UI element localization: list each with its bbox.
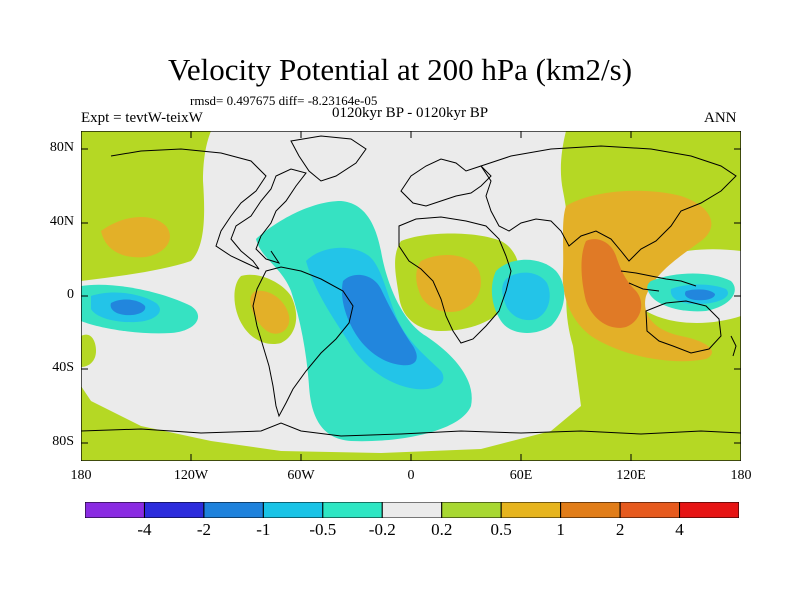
colorbar-label: -1	[256, 520, 271, 539]
lon-tick-label: 120W	[173, 468, 209, 483]
velocity-potential-map	[81, 131, 741, 461]
season-label: ANN	[704, 110, 737, 126]
weak-positive-south-pacific	[81, 334, 96, 367]
coast-north-america	[110, 148, 307, 270]
colorbar-box	[619, 502, 681, 518]
stats-text: rmsd= 0.497675 diff= -8.23164e-05	[190, 93, 378, 108]
colorbar-box	[560, 502, 621, 518]
colorbar	[85, 502, 739, 518]
colorbar-label: -2	[196, 520, 211, 539]
axis-ticks	[81, 131, 741, 461]
colorbar-label: 4	[675, 520, 684, 539]
colorbar-box	[381, 502, 443, 518]
positive-south-america	[250, 290, 290, 334]
lat-tick-label: 80S	[52, 434, 74, 449]
coast-africa	[398, 216, 512, 344]
coast-asia	[480, 145, 737, 262]
colorbar-label: -0.2	[368, 520, 396, 539]
lon-tick-label: 0	[407, 468, 415, 483]
colorbar-box	[441, 502, 502, 518]
colorbar-box	[143, 502, 205, 518]
lat-tick-label: 40N	[49, 214, 74, 229]
colorbar-label: -0.5	[309, 520, 337, 539]
period-label: 0120kyr BP - 0120kyr BP	[331, 105, 489, 121]
lon-tick-label: 180	[70, 468, 92, 483]
strong-positive-indo-pacific	[581, 239, 642, 328]
negative-indian	[502, 272, 550, 321]
strong-negative-pacific	[110, 299, 146, 316]
coast-maritime-continent	[620, 270, 697, 292]
colorbar-box	[322, 502, 383, 518]
colorbar-box	[85, 502, 145, 518]
colorbar-box	[679, 502, 739, 518]
colorbar-box	[203, 502, 264, 518]
coast-greenland	[290, 135, 367, 182]
colorbar-label: 0.5	[490, 520, 512, 539]
strong-negative-atlantic	[341, 274, 417, 366]
strong-negative-west-pacific	[685, 289, 715, 301]
colorbar-box	[500, 502, 562, 518]
coastlines	[81, 135, 741, 437]
figure-title: Velocity Potential at 200 hPa (km2/s)	[167, 52, 633, 87]
lon-tick-label: 60W	[287, 468, 315, 483]
experiment-label: Expt = tevtW-teixW	[81, 110, 203, 126]
lon-tick-label: 60E	[509, 468, 533, 483]
coast-europe	[400, 158, 492, 207]
colorbar-box	[262, 502, 324, 518]
coast-new-zealand	[730, 335, 737, 357]
lat-tick-label: 0	[67, 287, 74, 302]
lon-tick-label: 120E	[616, 468, 646, 483]
lon-tick-label: 180	[730, 468, 752, 483]
coast-australia	[645, 300, 722, 354]
positive-africa	[416, 255, 481, 312]
coast-antarctica	[81, 422, 741, 437]
colorbar-label: 0.2	[431, 520, 453, 539]
colorbar-label: -4	[137, 520, 152, 539]
colorbar-label: 1	[556, 520, 565, 539]
lat-tick-label: 40S	[52, 360, 74, 375]
positive-east-pacific	[101, 216, 170, 258]
colorbar-label: 2	[615, 520, 625, 539]
lat-tick-label: 80N	[49, 140, 74, 155]
coast-south-america	[252, 266, 354, 418]
